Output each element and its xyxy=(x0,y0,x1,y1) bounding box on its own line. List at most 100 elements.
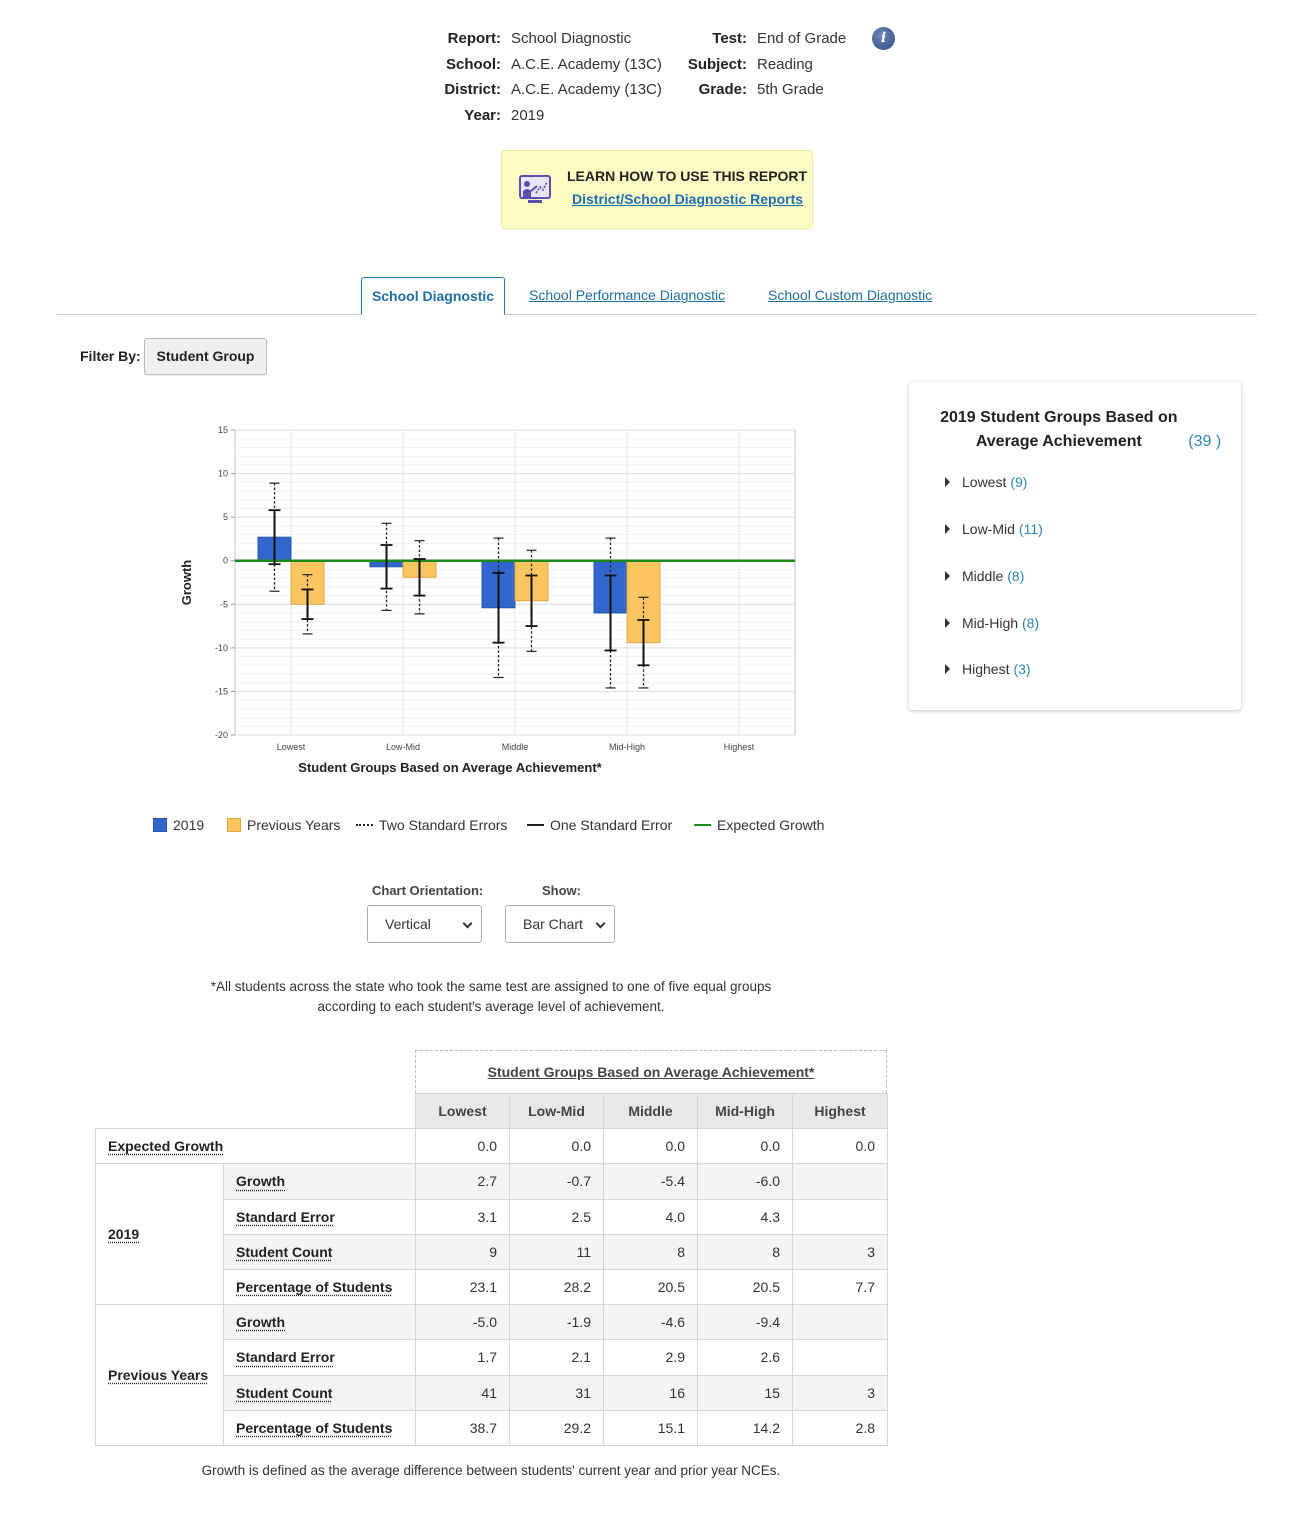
row-label[interactable]: Growth xyxy=(223,1304,416,1341)
table-cell: -5.4 xyxy=(603,1163,698,1200)
table-corner xyxy=(95,1093,416,1129)
table-cell: 15 xyxy=(697,1374,793,1411)
table-cell: -0.7 xyxy=(509,1163,604,1200)
panel-title-count: (39 ) xyxy=(1188,433,1222,450)
x-tick-label: Mid-High xyxy=(609,742,645,752)
y-tick-label: -20 xyxy=(215,730,228,740)
orientation-label: Chart Orientation: xyxy=(372,883,484,898)
panel-item-label: Low-Mid xyxy=(962,521,1015,537)
table-cell: 28.2 xyxy=(509,1268,604,1306)
legend-one-se-swatch xyxy=(527,824,544,826)
y-tick-label: -10 xyxy=(215,643,228,653)
panel-item-label: Lowest xyxy=(962,474,1007,490)
table-cell: 15.1 xyxy=(603,1409,698,1446)
table-cell: 8 xyxy=(603,1233,698,1270)
show-select[interactable]: Bar Chart xyxy=(505,905,615,943)
year-label: Year: xyxy=(464,107,501,124)
row-label[interactable]: Percentage of Students xyxy=(223,1409,416,1446)
panel-item-highest[interactable]: Highest (3) xyxy=(945,661,1031,677)
table-cell: 41 xyxy=(415,1374,510,1411)
legend-previous-swatch xyxy=(227,818,241,832)
table-cell: 23.1 xyxy=(415,1268,510,1306)
info-icon[interactable]: i xyxy=(872,27,895,50)
x-axis-title: Student Groups Based on Average Achievem… xyxy=(298,760,602,775)
table-cell: 7.7 xyxy=(792,1268,888,1306)
table-cell: 11 xyxy=(509,1233,604,1270)
x-tick-label: Low-Mid xyxy=(386,742,420,752)
x-tick-label: Highest xyxy=(724,742,755,752)
year-value: 2019 xyxy=(511,107,545,124)
orientation-select[interactable]: Vertical xyxy=(367,905,482,943)
orientation-value: Vertical xyxy=(385,916,431,932)
legend-expected-growth[interactable]: Expected Growth xyxy=(694,817,824,833)
table-cell: 20.5 xyxy=(697,1268,793,1306)
student-group-button[interactable]: Student Group xyxy=(144,338,267,375)
caret-right-icon xyxy=(945,664,950,674)
grade-value: 5th Grade xyxy=(757,81,824,98)
group-label-2019[interactable]: 2019 xyxy=(95,1163,224,1306)
district-value: A.C.E. Academy (13C) xyxy=(511,81,662,98)
subject-label: Subject: xyxy=(687,56,747,73)
row-label[interactable]: Expected Growth xyxy=(95,1128,416,1165)
row-label[interactable]: Standard Error xyxy=(223,1339,416,1376)
row-label[interactable]: Percentage of Students xyxy=(223,1268,416,1306)
caret-right-icon xyxy=(945,524,950,534)
diagnostic-reports-link[interactable]: District/School Diagnostic Reports xyxy=(572,191,804,207)
legend-two-standard-errors[interactable]: Two Standard Errors xyxy=(356,817,507,833)
row-label[interactable]: Student Count xyxy=(223,1374,416,1411)
group-label-previous-years[interactable]: Previous Years xyxy=(95,1304,224,1446)
row-label[interactable]: Growth xyxy=(223,1163,416,1200)
legend-two-se-swatch xyxy=(356,824,373,826)
panel-title-text: 2019 Student Groups Based on Average Ach… xyxy=(940,409,1178,450)
y-tick-label: 15 xyxy=(218,425,228,435)
table-cell: 0.0 xyxy=(509,1128,604,1165)
table-cell: 4.0 xyxy=(603,1198,698,1235)
table-cell: 2.7 xyxy=(415,1163,510,1200)
report-value: School Diagnostic xyxy=(511,30,632,47)
table-cell: 20.5 xyxy=(603,1268,698,1306)
table-cell: 2.9 xyxy=(603,1339,698,1376)
school-value: A.C.E. Academy (13C) xyxy=(511,56,662,73)
table-cell: 38.7 xyxy=(415,1409,510,1446)
table-cell: 2.8 xyxy=(792,1409,888,1446)
learn-how-box: LEARN HOW TO USE THIS REPORT District/Sc… xyxy=(501,150,813,229)
panel-item-count: (8) xyxy=(1022,615,1040,631)
growth-bar-chart: 15 10 5 0 -5 -10 -15 -20 Lowest Low-Mid Middle Mid-… xyxy=(179,425,796,775)
tab-school-performance-diagnostic[interactable]: School Performance Diagnostic xyxy=(529,287,726,303)
table-cell: 0.0 xyxy=(792,1128,888,1165)
table-row-expected-growth: Expected Growth 0.0 0.0 0.0 0.0 0.0 xyxy=(95,1128,888,1165)
tab-school-custom-diagnostic[interactable]: School Custom Diagnostic xyxy=(768,287,933,303)
growth-data-table: Lowest Low-Mid Middle Mid-High Highest E… xyxy=(95,1092,888,1446)
table-cell: -6.0 xyxy=(697,1163,793,1200)
row-label[interactable]: Student Count xyxy=(223,1233,416,1270)
tab-school-diagnostic[interactable]: School Diagnostic xyxy=(361,277,505,315)
col-header-low-mid: Low-Mid xyxy=(509,1092,604,1130)
panel-item-mid-high[interactable]: Mid-High (8) xyxy=(945,615,1039,631)
row-label[interactable]: Standard Error xyxy=(223,1198,416,1235)
panel-item-label: Highest xyxy=(962,661,1010,677)
chevron-down-icon xyxy=(595,918,606,929)
panel-item-low-mid[interactable]: Low-Mid (11) xyxy=(945,521,1043,537)
caret-right-icon xyxy=(945,477,950,487)
legend-expected-label: Expected Growth xyxy=(717,817,825,833)
panel-item-middle[interactable]: Middle (8) xyxy=(945,568,1024,584)
y-tick-label: -5 xyxy=(220,599,228,609)
legend-previous-label: Previous Years xyxy=(247,817,341,833)
table-cell xyxy=(792,1304,888,1341)
legend-one-standard-error[interactable]: One Standard Error xyxy=(527,817,672,833)
panel-item-lowest[interactable]: Lowest (9) xyxy=(945,474,1027,490)
table-group-header-text[interactable]: Student Groups Based on Average Achievem… xyxy=(487,1064,815,1080)
table-cell: 8 xyxy=(697,1233,793,1270)
caret-right-icon xyxy=(945,618,950,628)
table-row: Percentage of Students 38.7 29.2 15.1 14… xyxy=(96,1409,888,1446)
table-cell: -1.9 xyxy=(509,1304,604,1341)
grade-label: Grade: xyxy=(698,81,747,98)
y-tick-label: 5 xyxy=(223,512,228,522)
col-header-mid-high: Mid-High xyxy=(697,1092,793,1130)
district-label: District: xyxy=(444,81,501,98)
chevron-down-icon xyxy=(462,918,473,929)
table-row: Standard Error 3.1 2.5 4.0 4.3 xyxy=(96,1198,888,1235)
legend-previous-years[interactable]: Previous Years xyxy=(227,817,340,833)
legend-2019[interactable]: 2019 xyxy=(153,817,204,833)
table-cell: -4.6 xyxy=(603,1304,698,1341)
